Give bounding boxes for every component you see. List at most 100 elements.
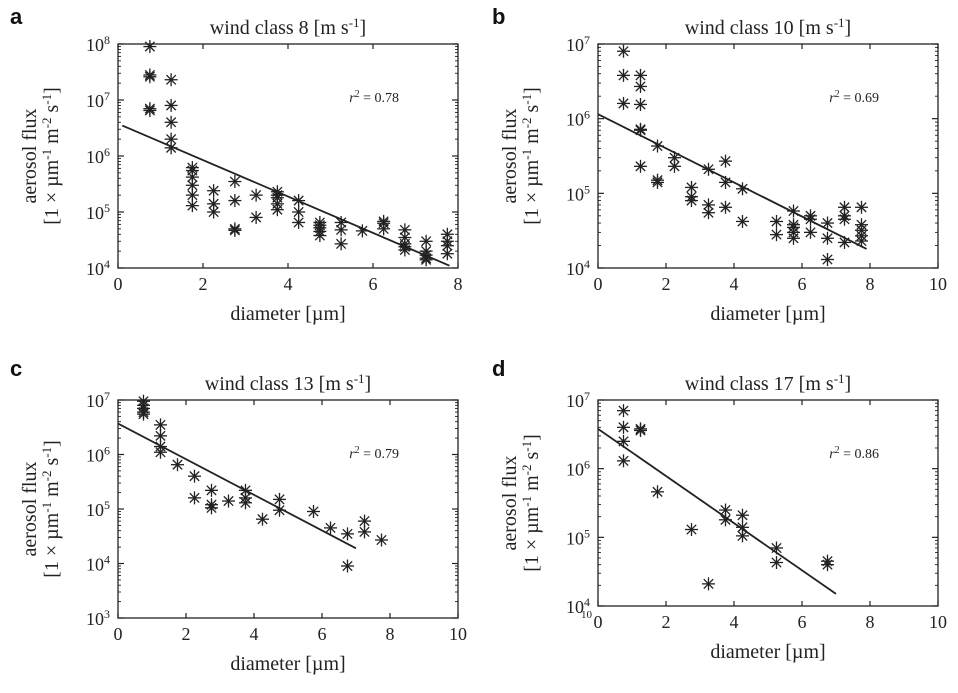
data-point [143,40,157,54]
data-point [855,200,868,214]
panel-b: b wind class 10 [m s-1] 0 2 4 6 8 10 104 105 106 10… [492,4,947,325]
regression-line [597,113,868,250]
x-tick-label: 6 [369,274,378,294]
panel-letter: d [492,356,505,381]
x-axis-label: diameter [µm] [230,653,345,675]
data-point [787,204,800,218]
y-tick-label: 107 [86,89,110,111]
y-tick-label: 104 [86,257,110,279]
data-point [164,141,178,155]
regression-line [121,124,450,267]
x-tick-label: 10 [929,274,947,294]
x-tick-label: 2 [182,624,191,644]
x-axis-label: diameter [µm] [710,303,825,325]
data-point [634,123,647,137]
x-tick-label: 8 [454,274,463,294]
plot-frame [597,43,939,269]
data-point [668,151,681,165]
data-point [164,115,178,129]
y-axis-unit-label: [1 × µm-1 m-2 s-1] [519,434,543,572]
y-axis-unit-label: [1 × µm-1 m-2 s-1] [39,440,63,578]
data-point [719,175,732,189]
data-point [838,235,851,249]
regression-line [117,422,357,550]
data-point [154,445,167,459]
x-tick-label: 8 [866,274,875,294]
data-point [804,225,817,239]
y-tick-label: 108 [86,33,110,55]
data-point [228,223,242,237]
data-point [821,216,834,230]
data-point [634,68,647,82]
data-point [273,503,286,517]
data-point [634,423,647,437]
data-point [207,184,221,198]
data-point [205,501,218,515]
data-point [634,97,647,111]
data-point [719,513,732,527]
data-point [651,139,664,153]
r-squared-label: r2 = 0.69 [829,89,879,107]
x-tick-label: 2 [199,274,208,294]
data-point [207,205,221,219]
data-point [188,469,201,483]
data-point [164,98,178,112]
data-point [358,525,371,539]
y-tick-label: 107 [566,389,590,411]
data-point [185,199,199,213]
y-tick-label: 105 [566,182,590,204]
x-tick-label: 6 [798,274,807,294]
data-point [188,491,201,505]
y-tick-label: 106 [86,145,110,167]
y-tick-label: 106 [566,458,590,480]
data-point [222,494,235,508]
x-tick-label: 0 [114,274,123,294]
data-point [617,44,630,58]
regression-line [597,428,837,595]
x-tick-label: 6 [318,624,327,644]
data-point [634,79,647,93]
data-point [736,529,749,543]
data-point [355,224,369,238]
x-tick-label: 8 [386,624,395,644]
extra-tick-label: 10 [581,609,593,621]
y-tick-label: 105 [566,526,590,548]
data-point [377,222,391,236]
chart-title: wind class 10 [m s-1] [685,15,851,40]
data-point [292,215,306,229]
y-axis-label: aerosol flux [19,109,41,204]
x-tick-label: 0 [114,624,123,644]
y-tick-label: 107 [86,389,110,411]
y-axis-unit-label: [1 × µm-1 m-2 s-1] [519,87,543,225]
data-point [736,182,749,196]
data-point [855,234,868,248]
data-point [341,527,354,541]
panel-a: a wind class 8 [m s-1] 0 2 4 6 8 104 105 106 107 10… [10,4,463,325]
y-tick-label: 104 [566,257,590,279]
r-squared-label: r2 = 0.86 [829,445,879,463]
data-point [334,223,348,237]
data-point [440,247,454,261]
data-point [770,228,783,242]
data-point [617,68,630,82]
data-point [651,175,664,189]
y-tick-label: 104 [566,595,590,617]
data-point [143,70,157,84]
data-point [256,512,269,526]
y-axis-unit-label: [1 × µm-1 m-2 s-1] [39,87,63,225]
data-point [770,556,783,570]
data-point [770,541,783,555]
data-point [228,175,242,189]
panel-c: c wind class 13 [m s-1] 0 2 4 6 8 10 103 104 105 10… [10,356,467,675]
x-tick-label: 2 [662,612,671,632]
y-tick-label: 106 [86,444,110,466]
data-point [171,458,184,472]
data-point [651,485,664,499]
plot-frame [117,399,459,619]
data-point [634,159,647,173]
data-point [719,154,732,168]
data-point [821,231,834,245]
y-axis-label: aerosol flux [499,456,521,551]
data-point [617,96,630,110]
